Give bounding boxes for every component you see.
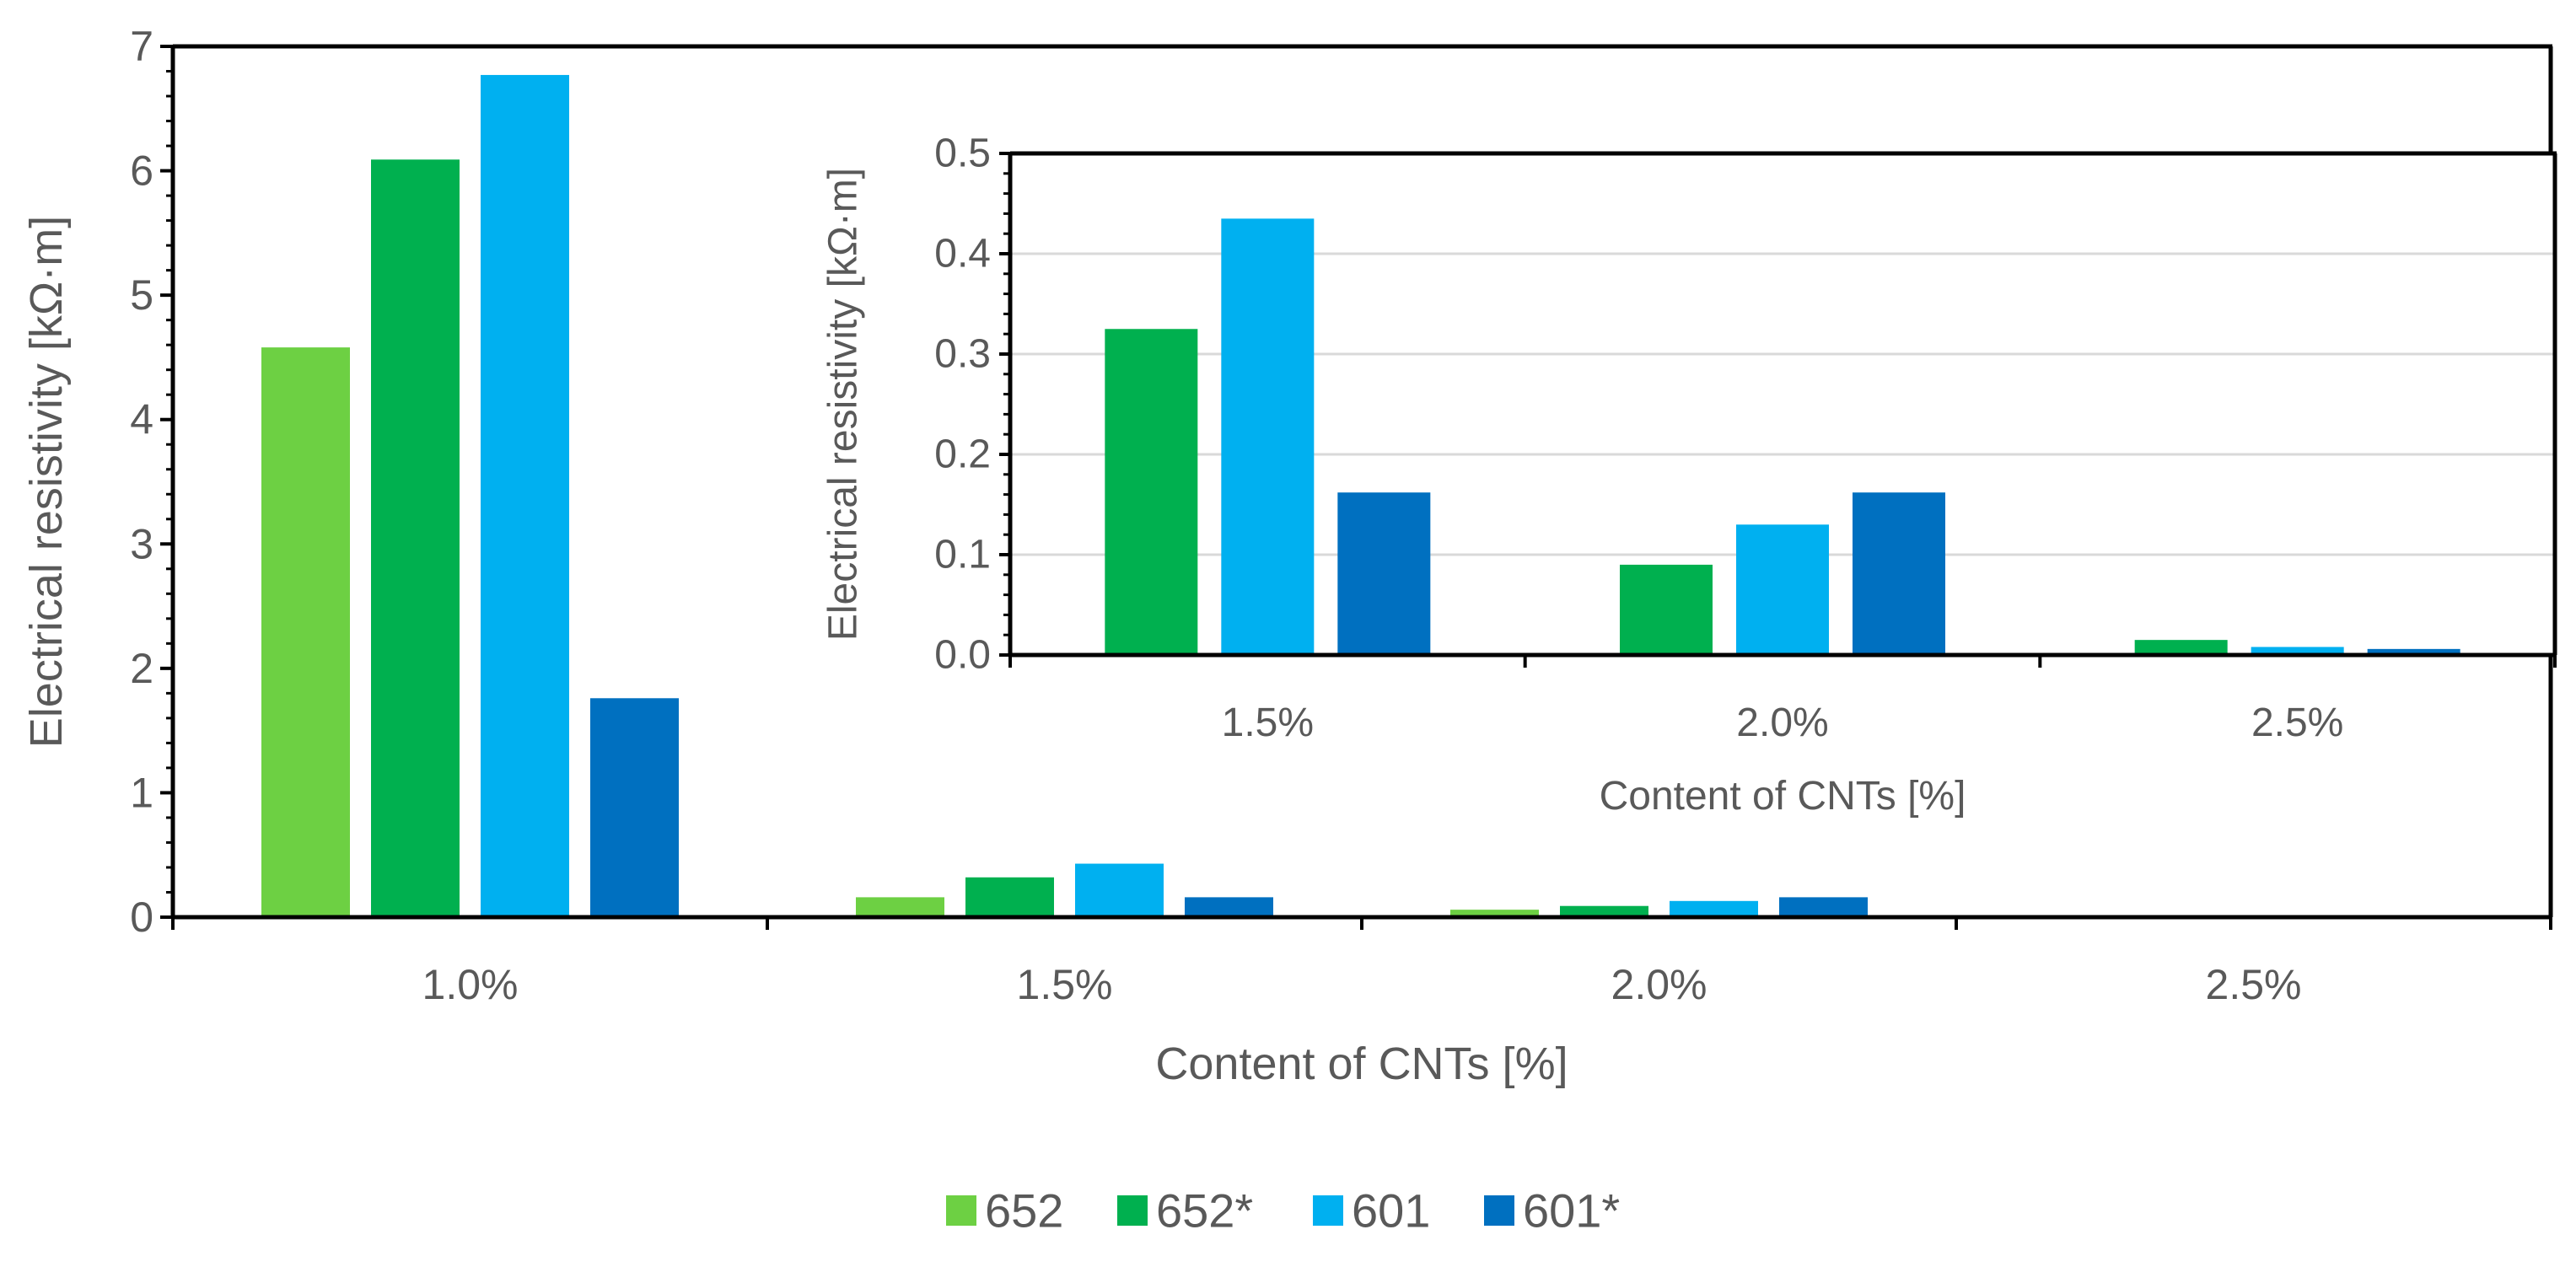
main-bar-652-1-5pct xyxy=(856,897,944,917)
inset-bar-601-2-5pct xyxy=(2251,647,2344,655)
main-y-tick-label: 7 xyxy=(130,23,153,70)
inset-bar-652star-1-5pct xyxy=(1105,329,1198,655)
inset-x-tick-label: 1.5% xyxy=(1222,701,1314,745)
main-y-tick-label: 3 xyxy=(130,520,153,567)
main-y-tick-label: 1 xyxy=(130,769,153,816)
main-y-axis-title: Electrical resistivity [kΩ·m] xyxy=(21,216,72,748)
main-bar-652star-2-0pct xyxy=(1560,905,1648,917)
main-bar-601-2-0pct xyxy=(1670,900,1758,917)
inset-bar-652star-2-0pct xyxy=(1620,564,1713,655)
inset-y-tick-label: 0.4 xyxy=(934,232,991,276)
main-x-tick-label: 2.5% xyxy=(2206,961,2302,1008)
inset-bar-601star-2-5pct xyxy=(2367,648,2460,655)
main-y-tick-label: 0 xyxy=(130,894,153,941)
main-bar-652star-1-5pct xyxy=(965,877,1054,917)
inset-bar-601-1-5pct xyxy=(1221,218,1315,656)
inset-x-tick-label: 2.5% xyxy=(2251,701,2343,745)
main-bar-601star-1-5pct xyxy=(1185,897,1273,917)
main-bar-652-2-0pct xyxy=(1450,910,1539,917)
inset-x-axis-title: Content of CNTs [%] xyxy=(1600,774,1966,819)
legend-swatch-601star xyxy=(1484,1195,1514,1226)
legend: 652 652* 601 601* xyxy=(946,1184,1620,1237)
legend-label-601: 601 xyxy=(1352,1184,1430,1237)
legend-swatch-601 xyxy=(1313,1195,1343,1226)
inset-y-tick-label: 0.1 xyxy=(934,533,991,577)
inset-y-tick-label: 0.0 xyxy=(934,633,991,678)
inset-y-tick-label: 0.3 xyxy=(934,332,991,377)
inset-bar-601star-1-5pct xyxy=(1337,492,1431,655)
main-x-tick-label: 2.0% xyxy=(1611,961,1707,1008)
inset-bar-601star-2-0pct xyxy=(1853,492,1945,655)
main-bar-601-1-0pct xyxy=(481,74,569,918)
main-y-tick-label: 5 xyxy=(130,271,153,319)
legend-swatch-652star xyxy=(1117,1195,1148,1226)
main-y-tick-label: 6 xyxy=(130,148,153,195)
main-bar-601star-2-0pct xyxy=(1779,897,1868,917)
main-bar-601-1-5pct xyxy=(1075,863,1164,917)
inset-chart: 0.0 0.1 0.2 0.3 0.4 0.5 1.5% 2.0% 2.5% Content of… xyxy=(821,132,2557,819)
main-bar-652star-1-0pct xyxy=(371,159,460,918)
legend-label-652star: 652* xyxy=(1156,1184,1253,1237)
main-bar-601star-1-0pct xyxy=(590,698,679,917)
inset-bar-652star-2-5pct xyxy=(2134,640,2228,655)
inset-x-tick-label: 2.0% xyxy=(1736,701,1828,745)
legend-label-652: 652 xyxy=(985,1184,1063,1237)
inset-y-axis-title: Electrical resistivity [kΩ·m] xyxy=(821,168,866,641)
main-y-tick-label: 4 xyxy=(130,396,153,443)
main-x-axis-title: Content of CNTs [%] xyxy=(1155,1039,1568,1089)
legend-label-601star: 601* xyxy=(1523,1184,1620,1237)
legend-swatch-652 xyxy=(946,1195,976,1226)
main-bar-652-1-0pct xyxy=(261,347,350,917)
main-x-tick-label: 1.5% xyxy=(1017,961,1113,1008)
inset-bar-601-2-0pct xyxy=(1736,524,1829,655)
main-x-tick-label: 1.0% xyxy=(422,961,519,1008)
inset-y-tick-label: 0.5 xyxy=(934,132,991,176)
main-y-tick-label: 2 xyxy=(130,645,153,692)
inset-y-tick-label: 0.2 xyxy=(934,432,991,477)
